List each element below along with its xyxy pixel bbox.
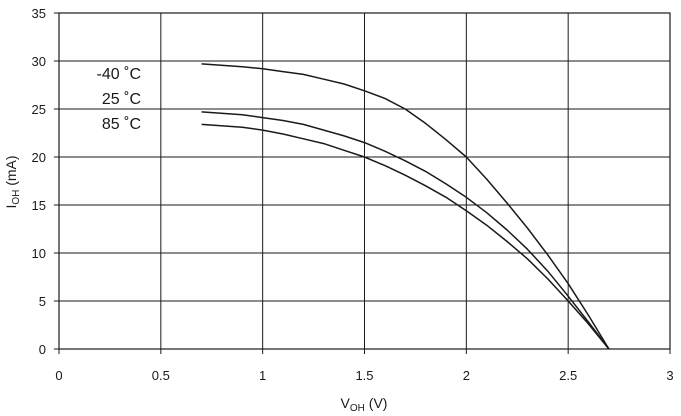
grid-layer — [54, 12, 671, 354]
y-tick-label: 0 — [39, 342, 46, 357]
y-tick-label: 20 — [32, 150, 46, 165]
x-axis-title: VOH (V) — [341, 395, 388, 414]
x-tick-label: 1.5 — [355, 368, 373, 383]
x-tick-label: 3 — [666, 368, 673, 383]
series-line-85c — [201, 123, 610, 350]
x-tick-label: 2 — [463, 368, 470, 383]
series-line--40c — [201, 63, 610, 350]
x-tick-label: 2.5 — [559, 368, 577, 383]
legend-layer: -40 ˚C 25 ˚C 85 ˚C — [97, 66, 141, 133]
y-tick-label: 35 — [32, 6, 46, 21]
y-axis-title: IOH (mA) — [3, 155, 22, 208]
series-layer — [201, 63, 610, 350]
y-tick-label: 30 — [32, 54, 46, 69]
y-tick-label: 25 — [32, 102, 46, 117]
x-tick-label: 0.5 — [152, 368, 170, 383]
legend-label: 85 ˚C — [102, 116, 141, 133]
legend-label: 25 ˚C — [102, 91, 141, 108]
x-tick-label: 0 — [55, 368, 62, 383]
y-tick-label: 15 — [32, 198, 46, 213]
series-line-25c — [201, 111, 610, 350]
plot-frame — [58, 12, 671, 350]
legend-label: -40 ˚C — [97, 66, 141, 83]
y-tick-label: 5 — [39, 294, 46, 309]
x-tick-label: 1 — [259, 368, 266, 383]
y-tick-label: 10 — [32, 246, 46, 261]
